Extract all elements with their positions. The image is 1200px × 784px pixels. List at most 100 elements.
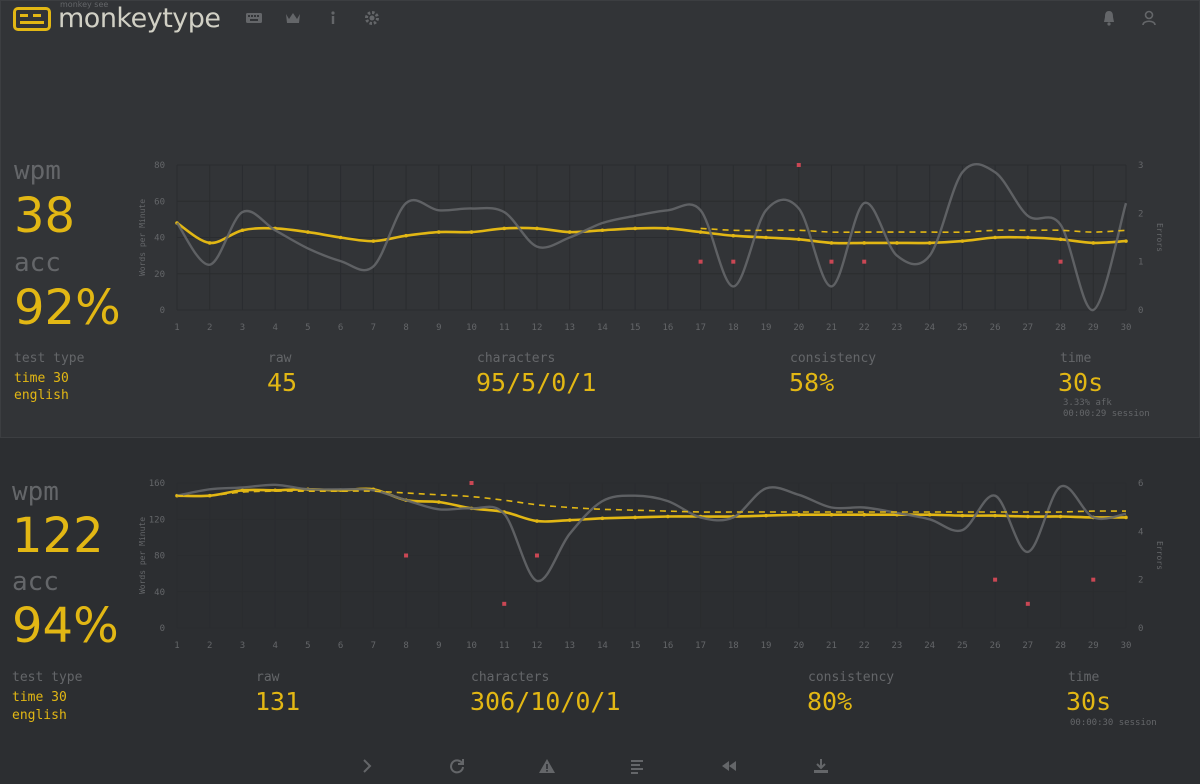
x-tick-label: 18	[728, 641, 739, 651]
error-point	[469, 481, 474, 485]
x-tick-label: 2	[207, 323, 212, 333]
x-tick-label: 7	[371, 323, 376, 333]
characters-value: 306/10/0/1	[470, 687, 621, 716]
wpm-point	[600, 516, 605, 521]
x-tick-label: 23	[892, 641, 903, 651]
consistency-label: consistency	[790, 351, 877, 366]
wpm-point	[993, 513, 997, 518]
x-tick-label: 17	[695, 641, 706, 651]
x-tick-label: 11	[499, 641, 510, 651]
wpm-point	[633, 226, 637, 231]
keyboard-icon[interactable]	[245, 9, 263, 27]
x-tick-label: 21	[826, 323, 837, 333]
gear-icon[interactable]	[363, 9, 381, 27]
y-tick-label: 160	[149, 479, 165, 489]
acc-value: 92%	[14, 280, 121, 336]
wpm-point	[1124, 239, 1128, 243]
wpm-point	[306, 230, 310, 234]
wpm-point	[993, 235, 997, 240]
x-tick-label: 3	[240, 641, 245, 651]
test-type-label: test type	[12, 670, 83, 685]
x-tick-label: 4	[272, 641, 277, 651]
x-tick-label: 8	[403, 323, 408, 333]
x-tick-label: 4	[272, 323, 277, 333]
raw-label: raw	[268, 351, 292, 366]
x-tick-label: 2	[207, 641, 212, 651]
y-tick-label: 80	[154, 552, 165, 562]
characters-label: characters	[477, 351, 556, 366]
x-tick-label: 13	[564, 323, 575, 333]
words-history-icon[interactable]	[629, 757, 647, 775]
x-tick-label: 24	[924, 641, 935, 651]
wpm-point	[927, 241, 932, 245]
x-tick-label: 1	[174, 641, 179, 651]
average-line	[700, 227, 1127, 234]
wpm-value: 38	[14, 188, 76, 244]
wpm-point	[567, 230, 572, 234]
characters-label: characters	[471, 670, 550, 685]
acc-label: acc	[14, 248, 61, 278]
warning-icon[interactable]	[538, 757, 556, 775]
x-tick-label: 9	[436, 641, 441, 651]
wpm-point	[436, 500, 441, 504]
wpm-point	[1124, 515, 1128, 520]
replay-icon[interactable]	[720, 757, 738, 775]
x-tick-label: 13	[564, 641, 575, 651]
wpm-point	[1026, 514, 1030, 519]
y2-tick-label: 4	[1138, 527, 1143, 537]
chevron-right-icon[interactable]	[358, 757, 376, 775]
time-label: time	[1060, 351, 1092, 366]
x-tick-label: 5	[305, 641, 310, 651]
x-tick-label: 7	[371, 641, 376, 651]
logo-subtitle: monkey see	[60, 0, 109, 9]
x-tick-label: 6	[338, 641, 343, 651]
x-tick-label: 27	[1022, 323, 1033, 333]
y2-axis-title: Errors	[1155, 223, 1164, 252]
y-tick-label: 0	[160, 306, 165, 316]
logo-title[interactable]: monkeytype	[58, 3, 221, 34]
x-tick-label: 29	[1088, 641, 1099, 651]
restart-icon[interactable]	[448, 757, 466, 775]
y-axis-title: Words per Minute	[138, 199, 147, 276]
wpm-point	[567, 518, 572, 522]
wpm-point	[502, 226, 507, 231]
x-tick-label: 14	[597, 323, 608, 333]
test-type-language: english	[14, 388, 69, 403]
x-tick-label: 25	[957, 323, 968, 333]
error-point	[404, 553, 409, 558]
wpm-point	[1058, 514, 1063, 519]
user-icon[interactable]	[1140, 9, 1158, 27]
wpm-point	[927, 512, 932, 517]
crown-icon[interactable]	[284, 9, 302, 27]
logo-icon[interactable]	[13, 7, 51, 31]
x-tick-label: 27	[1022, 641, 1033, 651]
x-tick-label: 5	[305, 323, 310, 333]
wpm-point	[796, 237, 801, 242]
error-point	[1058, 259, 1063, 264]
download-icon[interactable]	[812, 757, 830, 775]
wpm-point	[404, 233, 408, 238]
y2-tick-label: 6	[1138, 479, 1143, 489]
raw-line	[176, 163, 1128, 312]
y2-tick-label: 2	[1138, 576, 1143, 586]
header: monkey see monkeytype	[0, 0, 1200, 40]
info-icon[interactable]	[324, 9, 342, 27]
wpm-point	[796, 512, 801, 517]
x-tick-label: 17	[695, 323, 706, 333]
x-tick-label: 12	[532, 323, 543, 333]
x-tick-label: 22	[859, 323, 870, 333]
consistency-label: consistency	[808, 670, 895, 685]
x-tick-label: 15	[630, 641, 641, 651]
error-point	[993, 577, 998, 582]
wpm-line	[176, 487, 1127, 523]
x-tick-label: 10	[466, 641, 477, 651]
wpm-point	[436, 230, 441, 234]
raw-line	[176, 483, 1127, 583]
wpm-point	[666, 514, 670, 519]
x-tick-label: 28	[1055, 641, 1066, 651]
wpm-point	[764, 513, 768, 518]
bell-icon[interactable]	[1100, 9, 1118, 27]
x-tick-label: 19	[761, 323, 772, 333]
